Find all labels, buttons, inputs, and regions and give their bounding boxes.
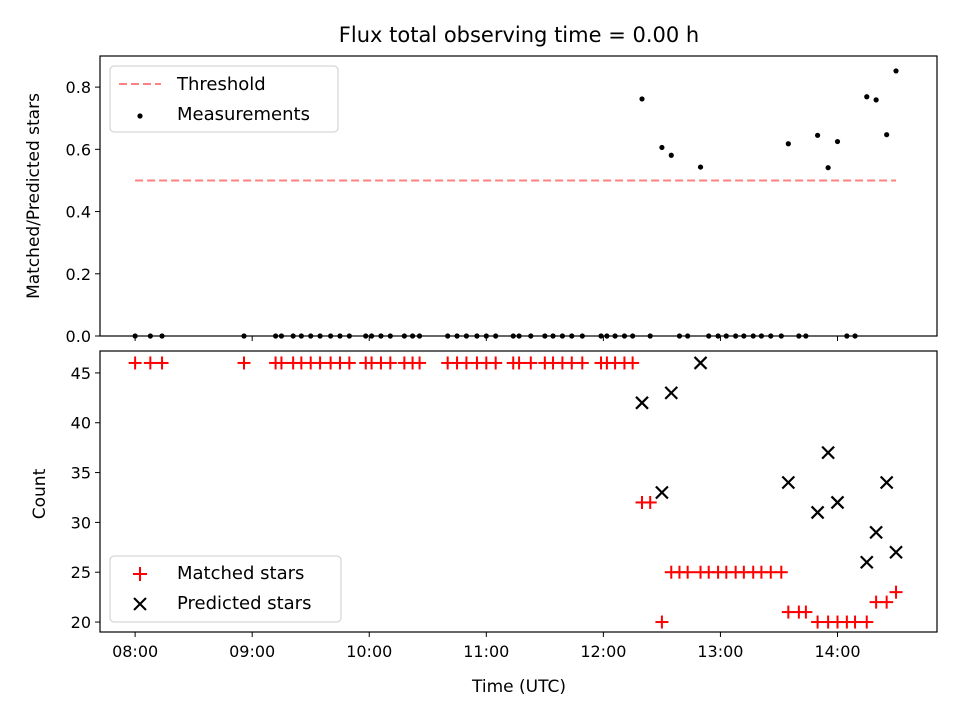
matched-stars-point (860, 615, 874, 629)
matched-stars-point (155, 356, 169, 370)
ratio-legend-box (109, 65, 339, 133)
measurements-point (864, 94, 870, 100)
ratio-y-axis: 0.0 0.2 0.4 0.6 0.8 (66, 78, 100, 346)
matched-stars-point (143, 356, 157, 370)
matched-stars-legend-swatch (133, 567, 147, 581)
predicted-stars-legend-swatch (133, 597, 147, 611)
measurements-point (814, 132, 821, 138)
predicted-stars-point (821, 445, 835, 460)
measurements-point (873, 97, 879, 103)
matched-stars-point (274, 356, 288, 370)
x-tick-label: 08:00 (112, 642, 158, 661)
matched-stars-point (643, 495, 657, 509)
count-legend-box (109, 555, 342, 623)
count-y-tick-label: 40 (71, 414, 91, 433)
count-y-axis: 20 25 30 35 40 45 (71, 364, 100, 632)
x-tick-label: 11:00 (463, 642, 509, 661)
predicted-stars-point (859, 555, 874, 570)
count-y-tick-label: 25 (71, 563, 91, 582)
count-y-tick-label: 20 (71, 613, 91, 632)
x-tick-label: 14:00 (814, 642, 860, 661)
matched-stars-point (889, 585, 903, 599)
predicted-stars-point (664, 386, 679, 400)
matched-stars-point (626, 356, 640, 370)
matched-stars-point (489, 356, 503, 370)
ratio-y-tick-label: 0.2 (66, 265, 91, 284)
x-tick-label: 09:00 (229, 642, 275, 661)
matched-stars-point (774, 565, 788, 579)
x-axis-label: Time (UTC) (471, 677, 566, 697)
count-y-tick-label: 35 (71, 464, 91, 483)
measurements-point (893, 68, 899, 74)
matched-stars-point (342, 356, 356, 370)
measurements-point (825, 165, 831, 171)
matched-stars-point (655, 615, 669, 629)
predicted-stars-point (869, 525, 883, 540)
matched-stars-point (799, 605, 813, 619)
measurements-point (785, 141, 791, 147)
predicted-stars-point (830, 495, 845, 510)
ratio-y-axis-label: Matched/Predicted stars (24, 93, 44, 299)
measurements-point (668, 152, 674, 158)
x-tick-label: 10:00 (346, 642, 392, 661)
predicted-stars-point (781, 475, 796, 490)
ratio-y-tick-label: 0.0 (66, 327, 91, 346)
predicted-stars-point (889, 545, 903, 560)
count-legend: Matched stars Predicted stars (109, 555, 342, 623)
count-y-tick-label: 45 (71, 364, 91, 383)
predicted-stars-point (693, 356, 708, 370)
predicted-stars-point (655, 485, 669, 500)
x-tick-label: 13:00 (697, 642, 743, 661)
measurements-point (639, 96, 645, 102)
matched-stars-point (575, 356, 589, 370)
measurements-point (659, 144, 665, 151)
ratio-y-tick-label: 0.8 (66, 78, 91, 97)
predicted-stars-point (879, 475, 894, 490)
ratio-axes-frame (99, 55, 938, 337)
ratio-y-tick-label: 0.4 (66, 203, 91, 222)
matched-stars-point (848, 615, 862, 629)
matched-stars-point (512, 356, 526, 370)
matched-stars-legend-label: Matched stars (177, 563, 304, 584)
x-tick-label: 12:00 (580, 642, 626, 661)
matched-stars-point (413, 356, 427, 370)
matched-stars-point (880, 595, 894, 609)
predicted-stars-point (810, 505, 825, 520)
matched-stars-point (128, 356, 142, 370)
measurements-point (697, 164, 704, 170)
predicted-stars-point (635, 396, 649, 410)
count-y-tick-label: 30 (71, 513, 91, 532)
chart-title: Flux total observing time = 0.00 h (339, 23, 699, 47)
ratio-y-tick-label: 0.6 (66, 140, 91, 159)
matched-stars-point (383, 356, 397, 370)
count-x-axis: 08:00 09:00 10:00 11:00 12:00 13:00 14:00 (112, 632, 861, 661)
predicted-stars-legend-label: Predicted stars (177, 593, 311, 614)
measurements-legend-swatch (137, 113, 143, 119)
count-plot-area (128, 356, 903, 629)
count-axes-frame (99, 350, 938, 633)
ratio-panel: 0.00.20.40.60.8 Matched/Predicted stars … (24, 55, 938, 346)
count-panel: 20 25 30 35 40 45 08:00 09:00 10:00 11:00 12:00 13… (30, 350, 938, 697)
ratio-x-axis (134, 336, 838, 341)
matched-stars-point (237, 356, 251, 370)
matched-stars-point (524, 356, 538, 370)
measurements-legend-label: Measurements (177, 104, 310, 125)
count-y-axis-label: Count (30, 468, 50, 519)
matched-stars-point (681, 565, 695, 579)
threshold-legend-label: Threshold (176, 74, 266, 95)
ratio-legend: Threshold Measurements (109, 65, 339, 133)
measurements-point (834, 138, 841, 145)
measurements-point (884, 132, 890, 138)
